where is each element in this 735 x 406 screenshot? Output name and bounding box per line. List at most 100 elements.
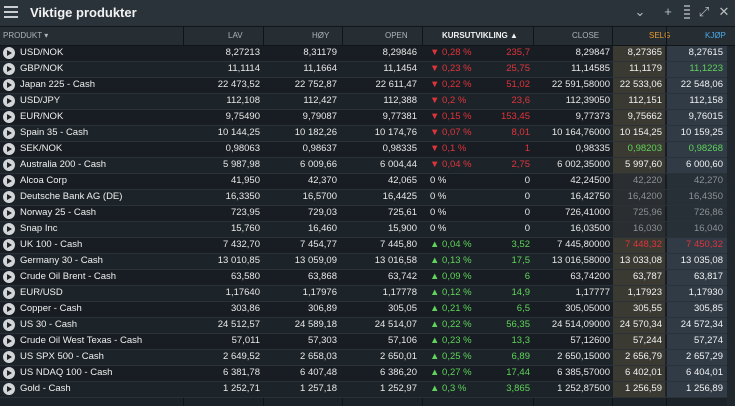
table-row[interactable]: USD/JPY 112,108 112,427 112,388 ▼ 0,2 % … [0, 94, 735, 110]
product-name[interactable]: US NDAQ 100 - Cash [20, 367, 113, 378]
table-row[interactable]: Japan 225 - Cash 22 473,52 22 752,87 22 … [0, 78, 735, 94]
table-row[interactable]: US 30 - Cash 24 512,57 24 589,18 24 514,… [0, 318, 735, 334]
selg-value[interactable]: 11,1179 [629, 63, 662, 74]
table-row[interactable]: Copper - Cash 303,86 306,89 305,05 ▲ 0,2… [0, 302, 735, 318]
table-row[interactable]: Alcoa Corp 41,950 42,370 42,065 0 % 0 42… [0, 174, 735, 190]
product-name[interactable]: Crude Oil West Texas - Cash [20, 335, 143, 346]
kjop-value[interactable]: 1,17930 [688, 287, 723, 298]
table-row[interactable]: UK 100 - Cash 7 432,70 7 454,77 7 445,80… [0, 238, 735, 254]
product-name[interactable]: US 30 - Cash [20, 319, 78, 330]
product-name[interactable]: US SPX 500 - Cash [20, 351, 104, 362]
selg-value[interactable]: 8,27365 [627, 47, 662, 58]
row-expand-icon[interactable] [3, 271, 15, 283]
kjop-value[interactable]: 6 000,60 [686, 159, 723, 170]
selg-value[interactable]: 24 570,34 [619, 319, 662, 330]
product-name[interactable]: SEK/NOK [20, 143, 63, 154]
row-expand-icon[interactable] [3, 63, 15, 75]
scrollbar[interactable] [727, 46, 735, 406]
row-expand-icon[interactable] [3, 367, 15, 379]
kjop-value[interactable]: 10 159,25 [680, 127, 723, 138]
row-expand-icon[interactable] [3, 303, 15, 315]
kjop-value[interactable]: 63,817 [693, 271, 723, 282]
kjop-value[interactable]: 24 572,34 [680, 319, 723, 330]
kjop-value[interactable]: 13 035,08 [680, 255, 723, 266]
kjop-value[interactable]: 8,27615 [688, 47, 723, 58]
col-hoy[interactable]: HØY [312, 31, 330, 40]
product-name[interactable]: Spain 35 - Cash [20, 127, 89, 138]
selg-value[interactable]: 22 533,06 [619, 79, 662, 90]
row-expand-icon[interactable] [3, 159, 15, 171]
product-name[interactable]: Alcoa Corp [20, 175, 67, 186]
table-row[interactable]: Gold - Cash 1 252,71 1 257,18 1 252,97 ▲… [0, 382, 735, 398]
table-row[interactable]: US NDAQ 100 - Cash 6 381,78 6 407,48 6 3… [0, 366, 735, 382]
col-lav[interactable]: LAV [228, 31, 243, 40]
close-icon[interactable]: ✕ [718, 4, 730, 19]
kjop-value[interactable]: 22 548,06 [680, 79, 723, 90]
kjop-value[interactable]: 42,270 [693, 175, 723, 186]
add-icon[interactable]: + [664, 4, 672, 19]
selg-value[interactable]: 112,151 [628, 95, 662, 106]
product-name[interactable]: Gold - Cash [20, 383, 71, 394]
product-name[interactable]: Copper - Cash [20, 303, 82, 314]
table-row[interactable]: Deutsche Bank AG (DE) 16,3350 16,5700 16… [0, 190, 735, 206]
col-open[interactable]: OPEN [385, 31, 408, 40]
row-expand-icon[interactable] [3, 127, 15, 139]
table-row[interactable]: Spain 35 - Cash 10 144,25 10 182,26 10 1… [0, 126, 735, 142]
kjop-value[interactable]: 6 404,01 [686, 367, 723, 378]
row-expand-icon[interactable] [3, 239, 15, 251]
row-expand-icon[interactable] [3, 383, 15, 395]
selg-value[interactable]: 10 154,25 [619, 127, 662, 138]
table-row[interactable]: Crude Oil West Texas - Cash 57,011 57,30… [0, 334, 735, 350]
selg-value[interactable]: 42,220 [632, 175, 662, 186]
selg-value[interactable]: 1 256,59 [625, 383, 662, 394]
table-row[interactable]: Norway 25 - Cash 723,95 729,03 725,61 0 … [0, 206, 735, 222]
product-name[interactable]: Japan 225 - Cash [20, 79, 95, 90]
kjop-value[interactable]: 726,86 [693, 207, 723, 218]
selg-value[interactable]: 63,787 [632, 271, 662, 282]
product-name[interactable]: GBP/NOK [20, 63, 64, 74]
selg-value[interactable]: 9,75662 [627, 111, 662, 122]
selg-value[interactable]: 1,17923 [627, 287, 662, 298]
row-expand-icon[interactable] [3, 95, 15, 107]
kjop-value[interactable]: 9,76015 [688, 111, 723, 122]
row-expand-icon[interactable] [3, 319, 15, 331]
table-row[interactable]: Snap Inc 15,760 16,460 15,900 0 % 0 16,0… [0, 222, 735, 238]
row-expand-icon[interactable] [3, 191, 15, 203]
kjop-value[interactable]: 7 450,32 [686, 239, 723, 250]
product-name[interactable]: Germany 30 - Cash [20, 255, 103, 266]
selg-value[interactable]: 6 402,01 [625, 367, 662, 378]
selg-value[interactable]: 57,244 [632, 335, 662, 346]
product-name[interactable]: Norway 25 - Cash [20, 207, 97, 218]
row-expand-icon[interactable] [3, 335, 15, 347]
row-expand-icon[interactable] [3, 175, 15, 187]
drag-handle-icon[interactable] [682, 3, 692, 23]
product-name[interactable]: Snap Inc [20, 223, 58, 234]
kjop-value[interactable]: 16,040 [693, 223, 723, 234]
row-expand-icon[interactable] [3, 287, 15, 299]
selg-value[interactable]: 305,55 [632, 303, 662, 314]
selg-value[interactable]: 16,4200 [627, 191, 662, 202]
selg-value[interactable]: 13 033,08 [619, 255, 662, 266]
table-row[interactable]: GBP/NOK 11,1114 11,1664 11,1454 ▼ 0,23 %… [0, 62, 735, 78]
col-produkt[interactable]: PRODUKT ▾ [3, 31, 48, 40]
product-name[interactable]: USD/JPY [20, 95, 61, 106]
product-name[interactable]: USD/NOK [20, 47, 64, 58]
table-row[interactable]: SEK/NOK 0,98063 0,98637 0,98335 ▼ 0,1 % … [0, 142, 735, 158]
col-kursutvikling[interactable]: KURSUTVIKLING ▲ [442, 31, 518, 40]
table-row[interactable]: Australia 200 - Cash 5 987,98 6 009,66 6… [0, 158, 735, 174]
selg-value[interactable]: 2 656,79 [625, 351, 662, 362]
chevron-down-icon[interactable]: ⌄ [634, 4, 646, 19]
row-expand-icon[interactable] [3, 143, 15, 155]
product-name[interactable]: Deutsche Bank AG (DE) [20, 191, 123, 202]
kjop-value[interactable]: 0,98268 [688, 143, 723, 154]
product-name[interactable]: Crude Oil Brent - Cash [20, 271, 117, 282]
expand-icon[interactable]: ⤢ [698, 4, 710, 19]
kjop-value[interactable]: 11,1223 [689, 63, 723, 74]
selg-value[interactable]: 5 997,60 [625, 159, 662, 170]
col-close[interactable]: CLOSE [572, 31, 600, 40]
col-selg[interactable]: SELG [649, 31, 671, 40]
row-expand-icon[interactable] [3, 223, 15, 235]
product-name[interactable]: EUR/NOK [20, 111, 64, 122]
selg-value[interactable]: 0,98203 [627, 143, 662, 154]
product-name[interactable]: EUR/USD [20, 287, 63, 298]
